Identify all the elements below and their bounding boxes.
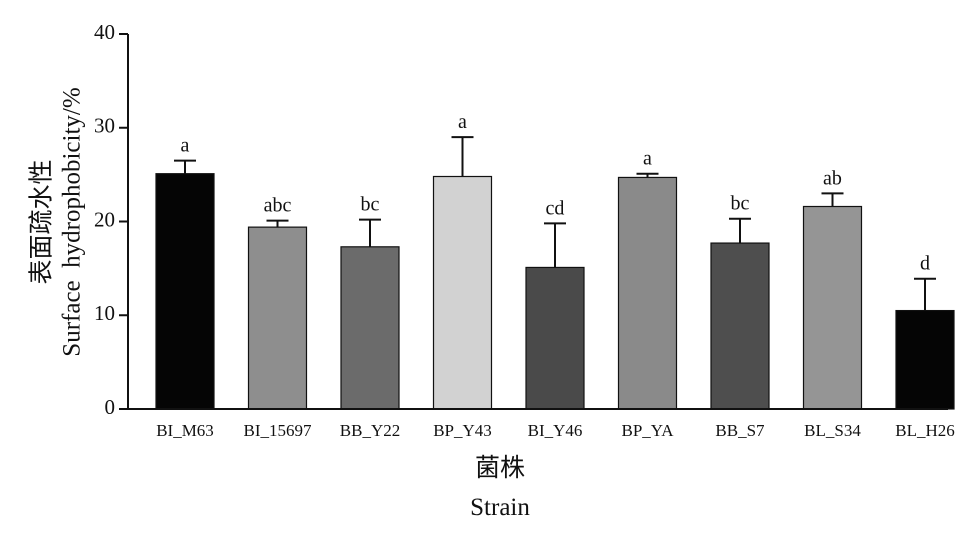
- y-tick-label: 0: [105, 395, 116, 419]
- significance-label: ab: [823, 167, 842, 189]
- bar-BB_S7: [710, 242, 770, 410]
- x-tick-label: BB_Y22: [340, 421, 400, 440]
- y-axis-title-en-wrap: Surface hydrophobicity/%: [59, 87, 86, 356]
- bars-group: [155, 173, 955, 410]
- y-tick-label: 10: [94, 301, 115, 325]
- y-axis-title-cn: 表面疏水性: [28, 159, 56, 284]
- x-tick-label: BI_Y46: [528, 421, 583, 440]
- x-tick-labels-group: BI_M63 BI_15697 BB_Y22 BP_Y43 BI_Y46 BP_YA BB_…: [156, 421, 955, 440]
- x-axis-title-cn: 菌株: [475, 454, 525, 482]
- significance-label: cd: [546, 197, 565, 219]
- significance-label: bc: [361, 194, 380, 216]
- significance-label: bc: [731, 193, 750, 215]
- bar-BP_YA: [617, 176, 678, 410]
- bar-BI_Y46: [525, 266, 585, 410]
- x-tick-label: BP_YA: [622, 421, 675, 440]
- significance-label: d: [920, 253, 930, 275]
- error-bars-group: [174, 136, 936, 311]
- y-ticks-group: 0 10 20 30 40: [94, 20, 128, 419]
- significance-label: a: [643, 148, 652, 170]
- x-tick-label: BL_S34: [804, 421, 861, 440]
- x-tick-label: BI_15697: [244, 421, 313, 440]
- x-tick-label: BI_M63: [156, 421, 214, 440]
- x-tick-label: BP_Y43: [433, 421, 492, 440]
- y-axis-title-en: Surface hydrophobicity/%: [59, 87, 86, 356]
- bar-BB_Y22: [340, 246, 400, 410]
- x-axis-title-en: Strain: [470, 494, 530, 521]
- bar-BL_H26: [895, 309, 955, 410]
- x-tick-label: BB_S7: [715, 421, 765, 440]
- bar-BP_Y43: [432, 175, 493, 410]
- y-tick-label: 30: [94, 114, 115, 138]
- bar-BI_M63: [155, 173, 215, 410]
- significance-label: a: [181, 135, 190, 157]
- bar-BL_S34: [802, 205, 863, 410]
- y-tick-label: 20: [94, 207, 115, 231]
- significance-label: abc: [264, 195, 292, 217]
- y-tick-label: 40: [94, 20, 115, 44]
- bar-BI_15697: [247, 226, 308, 410]
- x-tick-label: BL_H26: [895, 421, 955, 440]
- y-axis-title-cn-wrap: 表面疏水性: [28, 159, 56, 284]
- significance-label: a: [458, 111, 467, 133]
